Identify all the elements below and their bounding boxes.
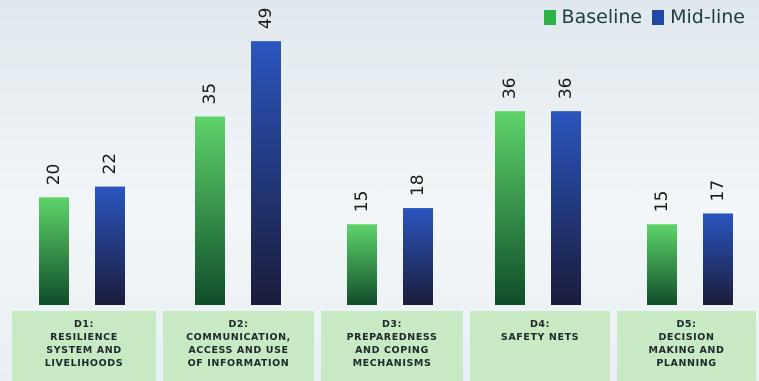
category-label-row: D1: RESILIENCE SYSTEM AND LIVELIHOODS D2…: [0, 311, 759, 381]
category-label: D2: COMMUNICATION, ACCESS AND USE OF INF…: [186, 319, 291, 369]
data-label-baseline-3: 15: [352, 191, 372, 213]
legend-item-midline: Mid-line: [652, 6, 745, 28]
data-label-midline-1: 22: [100, 153, 120, 175]
bar-baseline-1: [39, 197, 69, 305]
category-box: D4: SAFETY NETS: [470, 311, 610, 381]
category-box: D2: COMMUNICATION, ACCESS AND USE OF INF…: [163, 311, 314, 381]
bar-baseline-4: [495, 111, 525, 306]
data-label-baseline-1: 20: [44, 164, 64, 186]
data-label-midline-4: 36: [556, 78, 576, 100]
data-label-baseline-4: 36: [500, 78, 520, 100]
data-label-midline-3: 18: [408, 174, 428, 196]
category-label: D5: DECISION MAKING AND PLANNING: [648, 319, 725, 369]
bar-baseline-5: [647, 224, 677, 305]
chart-legend: Baseline Mid-line: [543, 6, 745, 28]
data-label-baseline-2: 35: [200, 83, 220, 105]
category-label: D1: RESILIENCE SYSTEM AND LIVELIHOODS: [44, 319, 124, 369]
legend-swatch-midline: [652, 9, 665, 25]
bar-midline-1: [95, 186, 125, 305]
bar-baseline-2: [195, 116, 225, 306]
legend-label-midline: Mid-line: [670, 6, 745, 28]
bar-baseline-3: [347, 224, 377, 305]
category-label: D4: SAFETY NETS: [500, 319, 580, 343]
category-box: D1: RESILIENCE SYSTEM AND LIVELIHOODS: [12, 311, 156, 381]
legend-swatch-baseline: [543, 9, 556, 25]
bar-midline-4: [551, 111, 581, 306]
legend-label-baseline: Baseline: [561, 6, 643, 28]
bar-midline-2: [251, 41, 281, 306]
legend-item-baseline: Baseline: [543, 6, 643, 28]
category-box: D5: DECISION MAKING AND PLANNING: [617, 311, 756, 381]
data-label-midline-5: 17: [708, 180, 728, 202]
bar-midline-3: [403, 208, 433, 305]
category-label: D3: PREPAREDNESS AND COPING MECHANISMS: [346, 319, 438, 369]
data-label-midline-2: 49: [256, 8, 276, 30]
category-box: D3: PREPAREDNESS AND COPING MECHANISMS: [321, 311, 463, 381]
bar-midline-5: [703, 213, 733, 305]
data-label-baseline-5: 15: [652, 191, 672, 213]
